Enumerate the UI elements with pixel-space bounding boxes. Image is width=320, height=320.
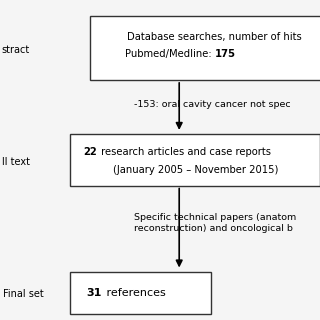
Text: references: references [103, 288, 166, 298]
Text: reconstruction) and oncological b: reconstruction) and oncological b [134, 224, 293, 233]
Text: Pubmed/Medline:: Pubmed/Medline: [125, 49, 214, 60]
Text: 22: 22 [83, 147, 97, 157]
Text: 175: 175 [214, 49, 236, 60]
FancyBboxPatch shape [70, 272, 211, 314]
FancyBboxPatch shape [70, 134, 320, 186]
Text: Final set: Final set [3, 289, 44, 299]
FancyBboxPatch shape [90, 16, 320, 80]
Text: 31: 31 [86, 288, 102, 298]
Text: stract: stract [2, 44, 30, 55]
Text: ll text: ll text [2, 156, 30, 167]
Text: Database searches, number of hits: Database searches, number of hits [127, 32, 302, 42]
Text: -153: oral cavity cancer not spec: -153: oral cavity cancer not spec [134, 100, 291, 109]
Text: research articles and case reports: research articles and case reports [98, 147, 271, 157]
Text: Specific technical papers (anatom: Specific technical papers (anatom [134, 213, 297, 222]
Text: (January 2005 – November 2015): (January 2005 – November 2015) [113, 164, 278, 175]
